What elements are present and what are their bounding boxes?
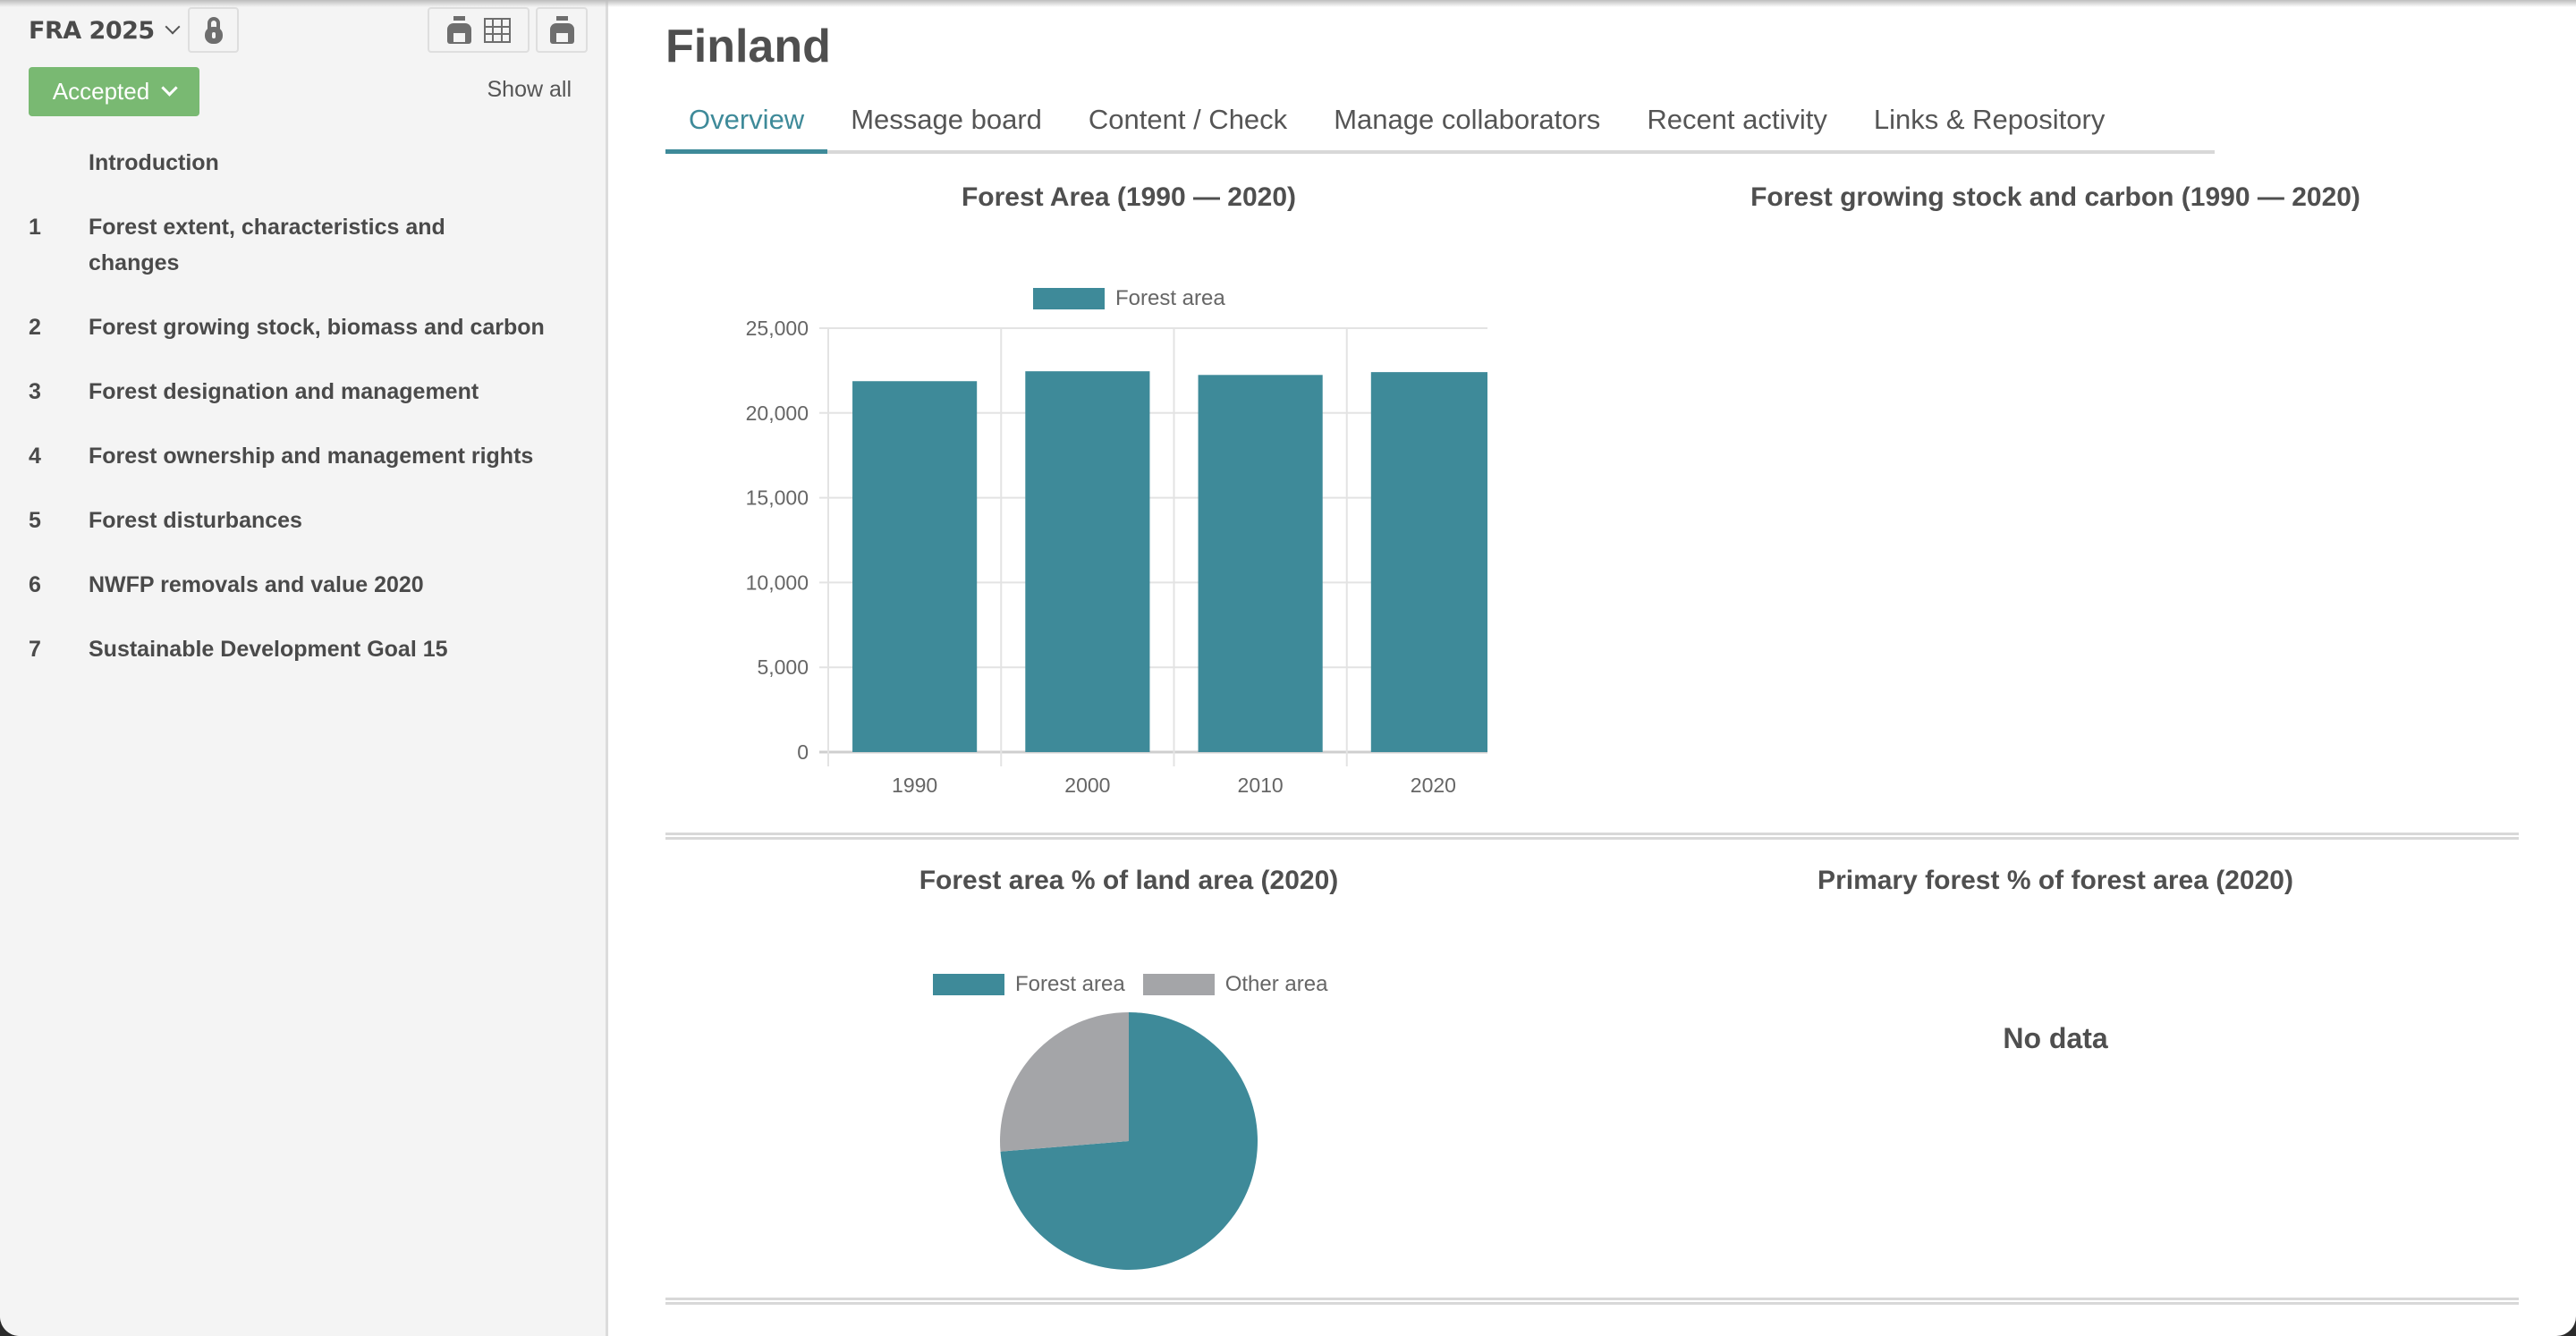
section-number: 4 — [29, 444, 41, 469]
section-label: Forest designation and management — [89, 379, 479, 404]
svg-text:15,000: 15,000 — [746, 486, 809, 510]
pie-slice-other-area[interactable] — [1000, 1012, 1129, 1152]
land-area-pie-chart — [1000, 1012, 1258, 1270]
section-number: 5 — [29, 508, 41, 533]
growing-stock-chart-title: Forest growing stock and carbon (1990 — … — [1750, 182, 2360, 212]
forest-area-chart-title: Forest Area (1990 — 2020) — [961, 182, 1297, 212]
status-dropdown-button[interactable]: Accepted — [29, 67, 199, 116]
section-label: Forest extent, characteristics and chang… — [89, 215, 445, 275]
bar-2020[interactable] — [1370, 372, 1487, 752]
svg-text:2000: 2000 — [1064, 774, 1110, 797]
bar-1990[interactable] — [852, 381, 978, 752]
chevron-down-icon — [161, 80, 178, 97]
print-tables-button[interactable] — [428, 7, 530, 53]
pie-slice-forest-area[interactable] — [1000, 1012, 1258, 1270]
svg-text:20,000: 20,000 — [746, 402, 809, 425]
cycle-selector[interactable]: FRA 2025 — [29, 13, 181, 48]
tab-message-board[interactable]: Message board — [851, 104, 1042, 135]
bar-chart-legend[interactable]: Forest area — [1033, 286, 1225, 311]
legend-swatch-other-area — [1142, 974, 1215, 995]
svg-text:0: 0 — [797, 740, 809, 764]
section-label: Forest ownership and management rights — [89, 444, 534, 469]
legend-swatch-forest-area — [1033, 288, 1105, 309]
bar-2000[interactable] — [1025, 371, 1150, 752]
tab-manage-collaborators[interactable]: Manage collaborators — [1334, 104, 1601, 135]
legend-label-forest-area: Forest area — [1015, 972, 1125, 996]
sidebar-item-designation[interactable]: 3 Forest designation and management — [0, 374, 605, 410]
land-area-pct-chart-title: Forest area % of land area (2020) — [919, 866, 1339, 895]
sidebar-item-ownership[interactable]: 4 Forest ownership and management rights — [0, 438, 605, 474]
sidebar-item-introduction[interactable]: Introduction — [0, 145, 605, 181]
section-label: NWFP removals and value 2020 — [89, 572, 424, 597]
lock-icon — [204, 16, 223, 44]
forest-area-bar-chart: 0 5,000 10,000 15,000 20,000 25,000 1990 2000 20… — [746, 317, 1487, 797]
section-label: Forest growing stock, biomass and carbon — [89, 315, 545, 340]
tab-bar: Overview Message board Content / Check M… — [665, 97, 2215, 154]
pie-chart-legend[interactable]: Forest area Other area — [933, 972, 1327, 997]
sidebar-item-forest-extent[interactable]: 1 Forest extent, characteristics and cha… — [0, 209, 605, 281]
sidebar-item-nwfp[interactable]: 6 NWFP removals and value 2020 — [0, 567, 605, 603]
svg-text:2020: 2020 — [1411, 774, 1456, 797]
chevron-down-icon — [165, 19, 181, 35]
table-icon — [483, 17, 511, 43]
section-divider — [665, 1298, 2519, 1305]
tab-recent-activity[interactable]: Recent activity — [1647, 104, 1827, 135]
section-number: 3 — [29, 379, 41, 404]
status-label: Accepted — [52, 78, 150, 105]
legend-label-other-area: Other area — [1224, 972, 1328, 996]
tab-links-repository[interactable]: Links & Repository — [1873, 104, 2106, 135]
tab-content-check[interactable]: Content / Check — [1088, 104, 1288, 135]
svg-text:2010: 2010 — [1238, 774, 1284, 797]
section-number: 7 — [29, 637, 41, 662]
section-label: Sustainable Development Goal 15 — [89, 637, 448, 662]
main-content: Finland Overview Message board Content /… — [611, 0, 2576, 1336]
sidebar-item-disturbances[interactable]: 5 Forest disturbances — [0, 503, 605, 538]
printer-icon — [446, 15, 471, 45]
sidebar: FRA 2025 Accepted Show all — [0, 0, 608, 1336]
top-shadow — [0, 0, 2576, 7]
primary-forest-chart-title: Primary forest % of forest area (2020) — [1818, 866, 2293, 895]
show-all-link[interactable]: Show all — [487, 77, 572, 102]
print-button[interactable] — [536, 7, 588, 53]
svg-text:10,000: 10,000 — [746, 571, 809, 594]
sidebar-item-growing-stock[interactable]: 2 Forest growing stock, biomass and carb… — [0, 309, 605, 345]
section-number — [0, 145, 89, 181]
section-number: 1 — [29, 215, 41, 240]
section-label: Introduction — [89, 150, 219, 175]
section-divider — [665, 833, 2519, 840]
legend-swatch-forest-area — [933, 974, 1004, 995]
tab-overview[interactable]: Overview — [665, 97, 828, 154]
section-number: 2 — [29, 315, 41, 340]
bar-2010[interactable] — [1198, 375, 1323, 752]
lock-button[interactable] — [188, 7, 239, 53]
section-number: 6 — [29, 572, 41, 597]
cycle-label: FRA 2025 — [29, 16, 155, 45]
svg-text:25,000: 25,000 — [746, 317, 809, 340]
section-label: Forest disturbances — [89, 508, 302, 533]
legend-label: Forest area — [1115, 286, 1225, 310]
sidebar-item-sdg15[interactable]: 7 Sustainable Development Goal 15 — [0, 631, 605, 667]
svg-text:1990: 1990 — [892, 774, 937, 797]
svg-text:5,000: 5,000 — [757, 655, 809, 679]
no-data-message: No data — [2003, 1022, 2108, 1054]
printer-icon — [549, 15, 574, 45]
page-title: Finland — [665, 21, 831, 72]
